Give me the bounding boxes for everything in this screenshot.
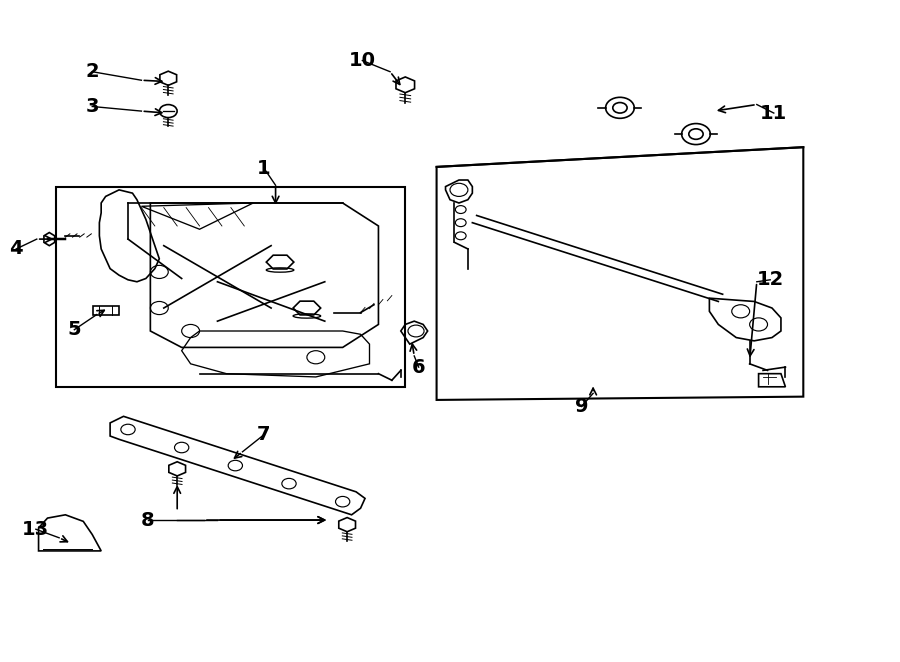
Text: 5: 5 xyxy=(68,320,81,339)
Text: 2: 2 xyxy=(86,62,99,81)
Text: 11: 11 xyxy=(760,103,788,122)
Text: 12: 12 xyxy=(757,270,784,289)
Text: 10: 10 xyxy=(349,51,376,70)
Text: 6: 6 xyxy=(412,357,426,377)
Text: 8: 8 xyxy=(141,510,155,530)
Text: 7: 7 xyxy=(257,425,271,444)
Bar xyxy=(57,187,405,387)
Text: 1: 1 xyxy=(257,159,271,177)
Text: 3: 3 xyxy=(86,97,99,116)
Text: 13: 13 xyxy=(22,520,50,539)
Text: 9: 9 xyxy=(575,397,589,416)
Text: 4: 4 xyxy=(9,240,23,258)
